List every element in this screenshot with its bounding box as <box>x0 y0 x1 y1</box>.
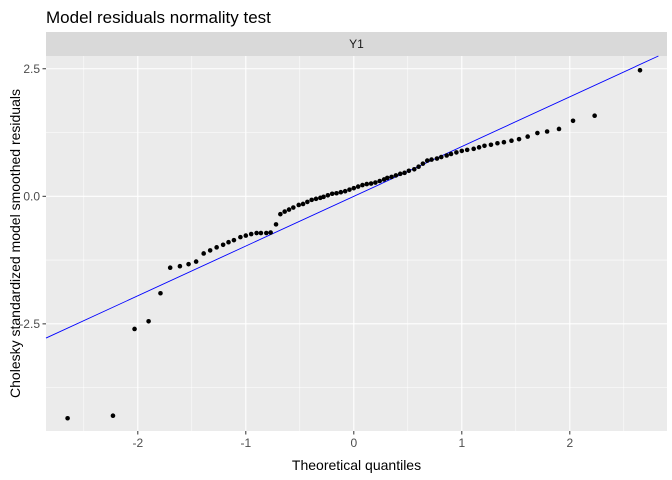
data-point <box>268 230 273 235</box>
data-point <box>406 168 412 174</box>
data-point <box>248 231 254 237</box>
data-point <box>454 150 459 155</box>
data-point <box>438 154 444 160</box>
data-point <box>220 242 226 248</box>
y-tick-label: -2.5 <box>19 317 40 331</box>
reference-line <box>45 55 659 339</box>
facet-strip <box>46 32 667 56</box>
data-point <box>389 174 394 180</box>
data-point <box>321 194 326 200</box>
data-point <box>448 151 454 157</box>
data-point <box>296 202 302 208</box>
plot-panel <box>46 56 667 431</box>
data-point <box>273 222 279 227</box>
data-point <box>347 187 352 192</box>
data-point <box>201 251 206 256</box>
data-point <box>459 148 465 154</box>
data-point <box>146 319 151 324</box>
data-point <box>516 136 522 142</box>
data-point <box>482 143 487 149</box>
data-point <box>286 207 292 212</box>
data-point <box>368 181 374 186</box>
data-point <box>393 173 399 178</box>
x-axis-title: Theoretical quantiles <box>292 457 421 473</box>
data-point <box>429 157 434 162</box>
data-point <box>495 140 500 146</box>
data-point <box>444 153 449 158</box>
x-tick-label: -1 <box>240 436 251 450</box>
data-point <box>110 413 116 418</box>
data-point <box>592 113 597 118</box>
y-tick-label: 0.0 <box>23 189 40 203</box>
data-point <box>364 181 370 187</box>
data-point <box>360 182 365 188</box>
data-point <box>65 415 70 421</box>
data-point <box>243 233 249 238</box>
data-point <box>416 164 421 170</box>
x-tick-label: -2 <box>132 436 143 450</box>
data-point <box>305 199 310 205</box>
chart-title: Model residuals normality test <box>46 8 271 27</box>
data-point <box>509 138 514 143</box>
data-point <box>338 189 344 195</box>
data-point <box>488 142 494 148</box>
grid-lines <box>46 56 667 431</box>
data-point <box>384 175 390 181</box>
axes: -2 -1 0 1 2 -2.5 0.0 2.5 <box>19 62 573 450</box>
data-point <box>313 196 319 202</box>
data-point <box>411 166 417 172</box>
data-point <box>373 180 378 185</box>
data-point <box>231 237 237 243</box>
data-point <box>544 129 550 134</box>
data-point <box>402 170 407 176</box>
x-tick-label: 2 <box>566 436 573 450</box>
data-point <box>334 190 339 196</box>
data-point <box>329 191 335 197</box>
data-point <box>377 178 383 184</box>
y-axis-title: Cholesky standardized model smoothed res… <box>7 89 23 398</box>
data-point <box>471 146 476 152</box>
data-point <box>424 158 430 163</box>
data-point <box>535 130 540 136</box>
data-point <box>207 248 213 253</box>
data-point <box>258 230 264 236</box>
facet-label: Y1 <box>349 37 364 51</box>
data-point <box>167 265 173 271</box>
data-points <box>65 67 643 421</box>
data-point <box>476 145 482 150</box>
data-point <box>355 184 361 189</box>
data-point <box>300 201 306 207</box>
data-point <box>226 239 231 245</box>
data-point <box>464 147 470 153</box>
data-point <box>342 188 348 194</box>
data-point <box>570 118 576 124</box>
data-point <box>420 161 426 166</box>
data-point <box>186 261 191 267</box>
data-point <box>434 156 440 161</box>
y-tick-label: 2.5 <box>23 62 40 76</box>
data-point <box>177 263 183 269</box>
x-tick-label: 1 <box>458 436 465 450</box>
data-point <box>282 209 287 214</box>
x-tick-label: 0 <box>350 436 357 450</box>
data-point <box>525 134 530 139</box>
data-point <box>291 205 296 210</box>
data-point <box>278 211 283 217</box>
data-point <box>351 185 357 191</box>
data-point <box>264 230 269 236</box>
data-point <box>254 230 259 236</box>
data-point <box>214 245 219 250</box>
reference-line-group <box>45 55 659 339</box>
data-point <box>238 234 243 240</box>
data-point <box>637 67 643 73</box>
data-point <box>132 326 137 332</box>
data-point <box>325 192 331 198</box>
data-point <box>158 290 163 296</box>
data-point <box>556 126 562 132</box>
data-point <box>501 139 507 145</box>
data-point <box>193 259 199 264</box>
data-point <box>309 197 314 203</box>
data-point <box>397 171 403 177</box>
